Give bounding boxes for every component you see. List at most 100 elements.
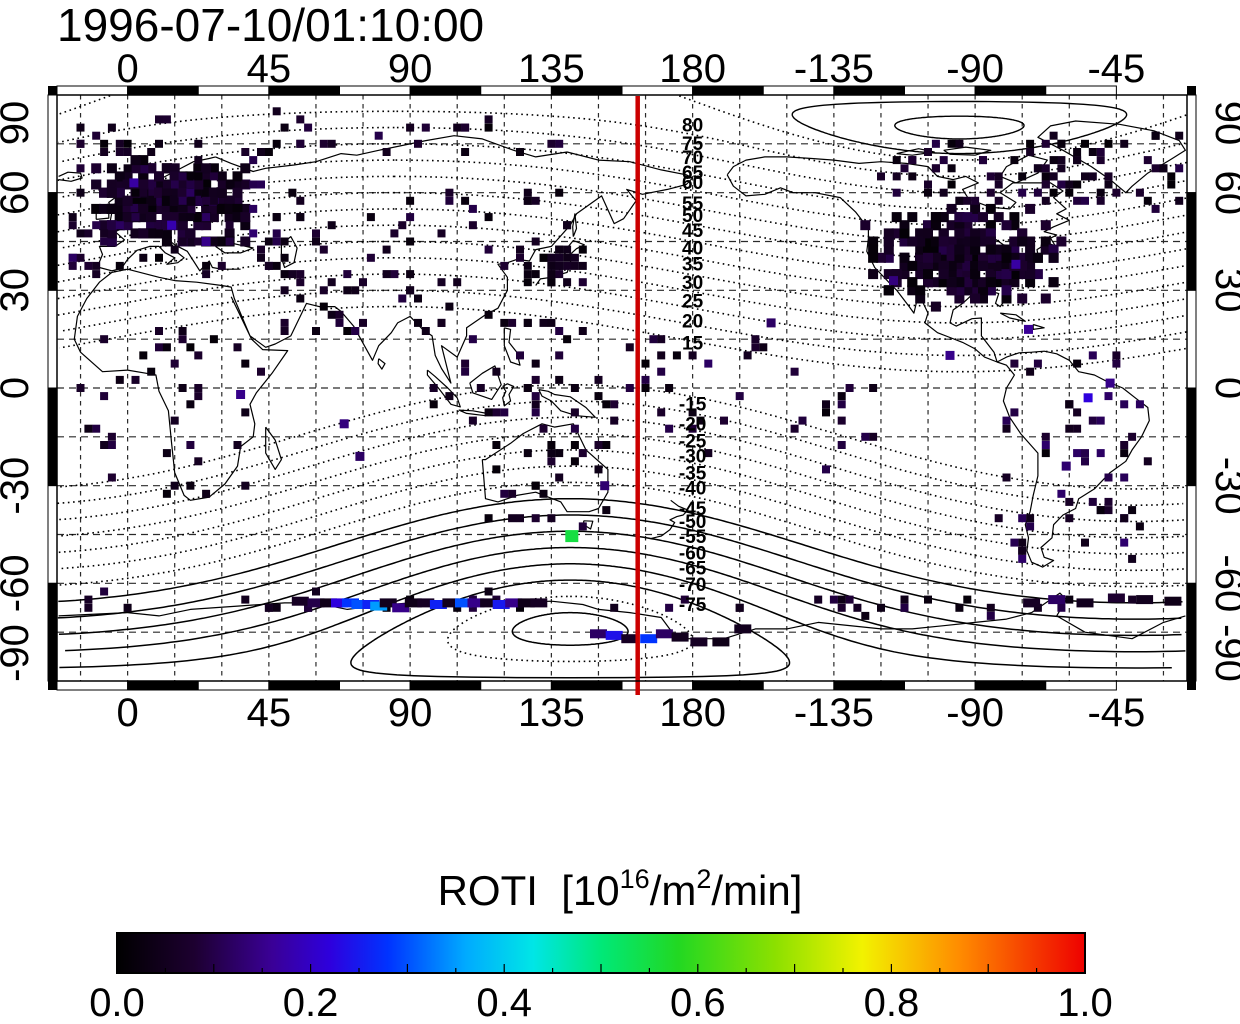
roti-point bbox=[680, 595, 689, 604]
roti-point bbox=[257, 148, 265, 156]
roti-point bbox=[155, 115, 163, 124]
roti-point bbox=[947, 139, 956, 148]
roti-point bbox=[555, 375, 564, 384]
roti-point bbox=[209, 237, 218, 246]
roti-point bbox=[962, 277, 973, 288]
roti-point bbox=[1128, 432, 1137, 441]
axis-label-top: 180 bbox=[659, 47, 726, 91]
roti-point bbox=[186, 188, 195, 197]
roti-point bbox=[154, 220, 164, 231]
roti-point bbox=[241, 148, 250, 156]
roti-point bbox=[1017, 293, 1028, 304]
roti-point bbox=[938, 244, 949, 255]
coastline bbox=[502, 383, 515, 407]
roti-point bbox=[115, 148, 124, 156]
roti-point bbox=[1088, 351, 1097, 360]
roti-point bbox=[1065, 497, 1074, 506]
roti-point bbox=[100, 237, 109, 246]
roti-point bbox=[938, 228, 949, 239]
roti-point bbox=[437, 229, 446, 238]
roti-point bbox=[938, 269, 949, 280]
roti-point bbox=[970, 277, 981, 288]
roti-point bbox=[1009, 244, 1020, 255]
roti-point bbox=[907, 285, 918, 296]
roti-point bbox=[68, 213, 77, 222]
roti-point bbox=[359, 318, 367, 327]
roti-point bbox=[946, 269, 957, 280]
roti-point bbox=[994, 196, 1003, 205]
roti-point bbox=[570, 384, 579, 392]
roti-point bbox=[249, 180, 258, 189]
roti-point bbox=[115, 375, 124, 384]
contour-label: 25 bbox=[682, 291, 704, 312]
roti-point bbox=[1001, 285, 1012, 296]
roti-point bbox=[1104, 392, 1113, 401]
roti-point bbox=[178, 196, 187, 205]
roti-point bbox=[170, 416, 179, 425]
roti-point bbox=[994, 172, 1003, 181]
roti-point bbox=[131, 188, 140, 197]
roti-point bbox=[1025, 260, 1036, 271]
roti-point bbox=[155, 229, 163, 238]
axis-label-left: -30 bbox=[0, 457, 37, 515]
roti-point bbox=[169, 187, 180, 198]
roti-point bbox=[1026, 367, 1035, 376]
contour-solid bbox=[894, 115, 1025, 140]
frame-segment-h bbox=[480, 680, 552, 691]
roti-point bbox=[359, 278, 367, 287]
roti-point bbox=[155, 343, 163, 352]
roti-point bbox=[84, 595, 93, 604]
roti-point bbox=[845, 595, 854, 604]
roti-point bbox=[1009, 236, 1020, 247]
roti-point bbox=[130, 228, 141, 239]
axis-label-bottom: 90 bbox=[388, 691, 433, 735]
roti-point bbox=[217, 261, 226, 270]
axis-label-top: 135 bbox=[518, 47, 585, 91]
contour-label: 40 bbox=[682, 238, 703, 259]
roti-point bbox=[978, 228, 988, 239]
roti-point bbox=[986, 188, 995, 197]
roti-point-highlight bbox=[355, 451, 365, 461]
roti-point bbox=[985, 285, 996, 296]
roti-point bbox=[216, 171, 227, 182]
roti-point bbox=[516, 148, 524, 156]
roti-point bbox=[343, 270, 352, 279]
roti-point bbox=[1025, 269, 1036, 280]
roti-point bbox=[938, 260, 949, 271]
roti-point bbox=[1033, 188, 1042, 197]
contour-solid bbox=[511, 611, 629, 646]
roti-point bbox=[201, 203, 212, 214]
roti-point bbox=[335, 310, 344, 319]
roti-point bbox=[445, 302, 454, 311]
roti-point bbox=[962, 269, 973, 280]
roti-point bbox=[406, 123, 415, 132]
roti-point bbox=[523, 318, 532, 327]
axis-label-top: -90 bbox=[946, 47, 1004, 91]
roti-point bbox=[970, 260, 981, 271]
roti-point bbox=[1033, 359, 1042, 368]
roti-point bbox=[970, 228, 981, 239]
contour-label: -40 bbox=[679, 479, 706, 500]
roti-point bbox=[837, 416, 846, 425]
roti-point bbox=[1081, 139, 1089, 148]
roti-point bbox=[931, 164, 940, 173]
roti-point bbox=[970, 269, 981, 280]
roti-point bbox=[193, 179, 204, 190]
roti-point bbox=[1041, 196, 1050, 205]
roti-point bbox=[131, 213, 140, 222]
roti-point bbox=[406, 270, 415, 279]
roti-point bbox=[1096, 148, 1105, 156]
roti-point bbox=[155, 253, 163, 262]
roti-point bbox=[578, 327, 587, 335]
roti-point bbox=[224, 179, 235, 190]
contour-dotted bbox=[57, 95, 1187, 161]
contour-label: 50 bbox=[682, 206, 703, 227]
roti-point bbox=[185, 236, 196, 247]
roti-point-highlight bbox=[640, 634, 658, 644]
roti-point bbox=[107, 432, 116, 441]
frame-segment-h bbox=[904, 680, 976, 691]
roti-point bbox=[923, 228, 933, 239]
colorbar-tick-label: 0.4 bbox=[476, 981, 532, 1024]
roti-point bbox=[539, 424, 548, 433]
roti-point bbox=[1025, 277, 1036, 288]
